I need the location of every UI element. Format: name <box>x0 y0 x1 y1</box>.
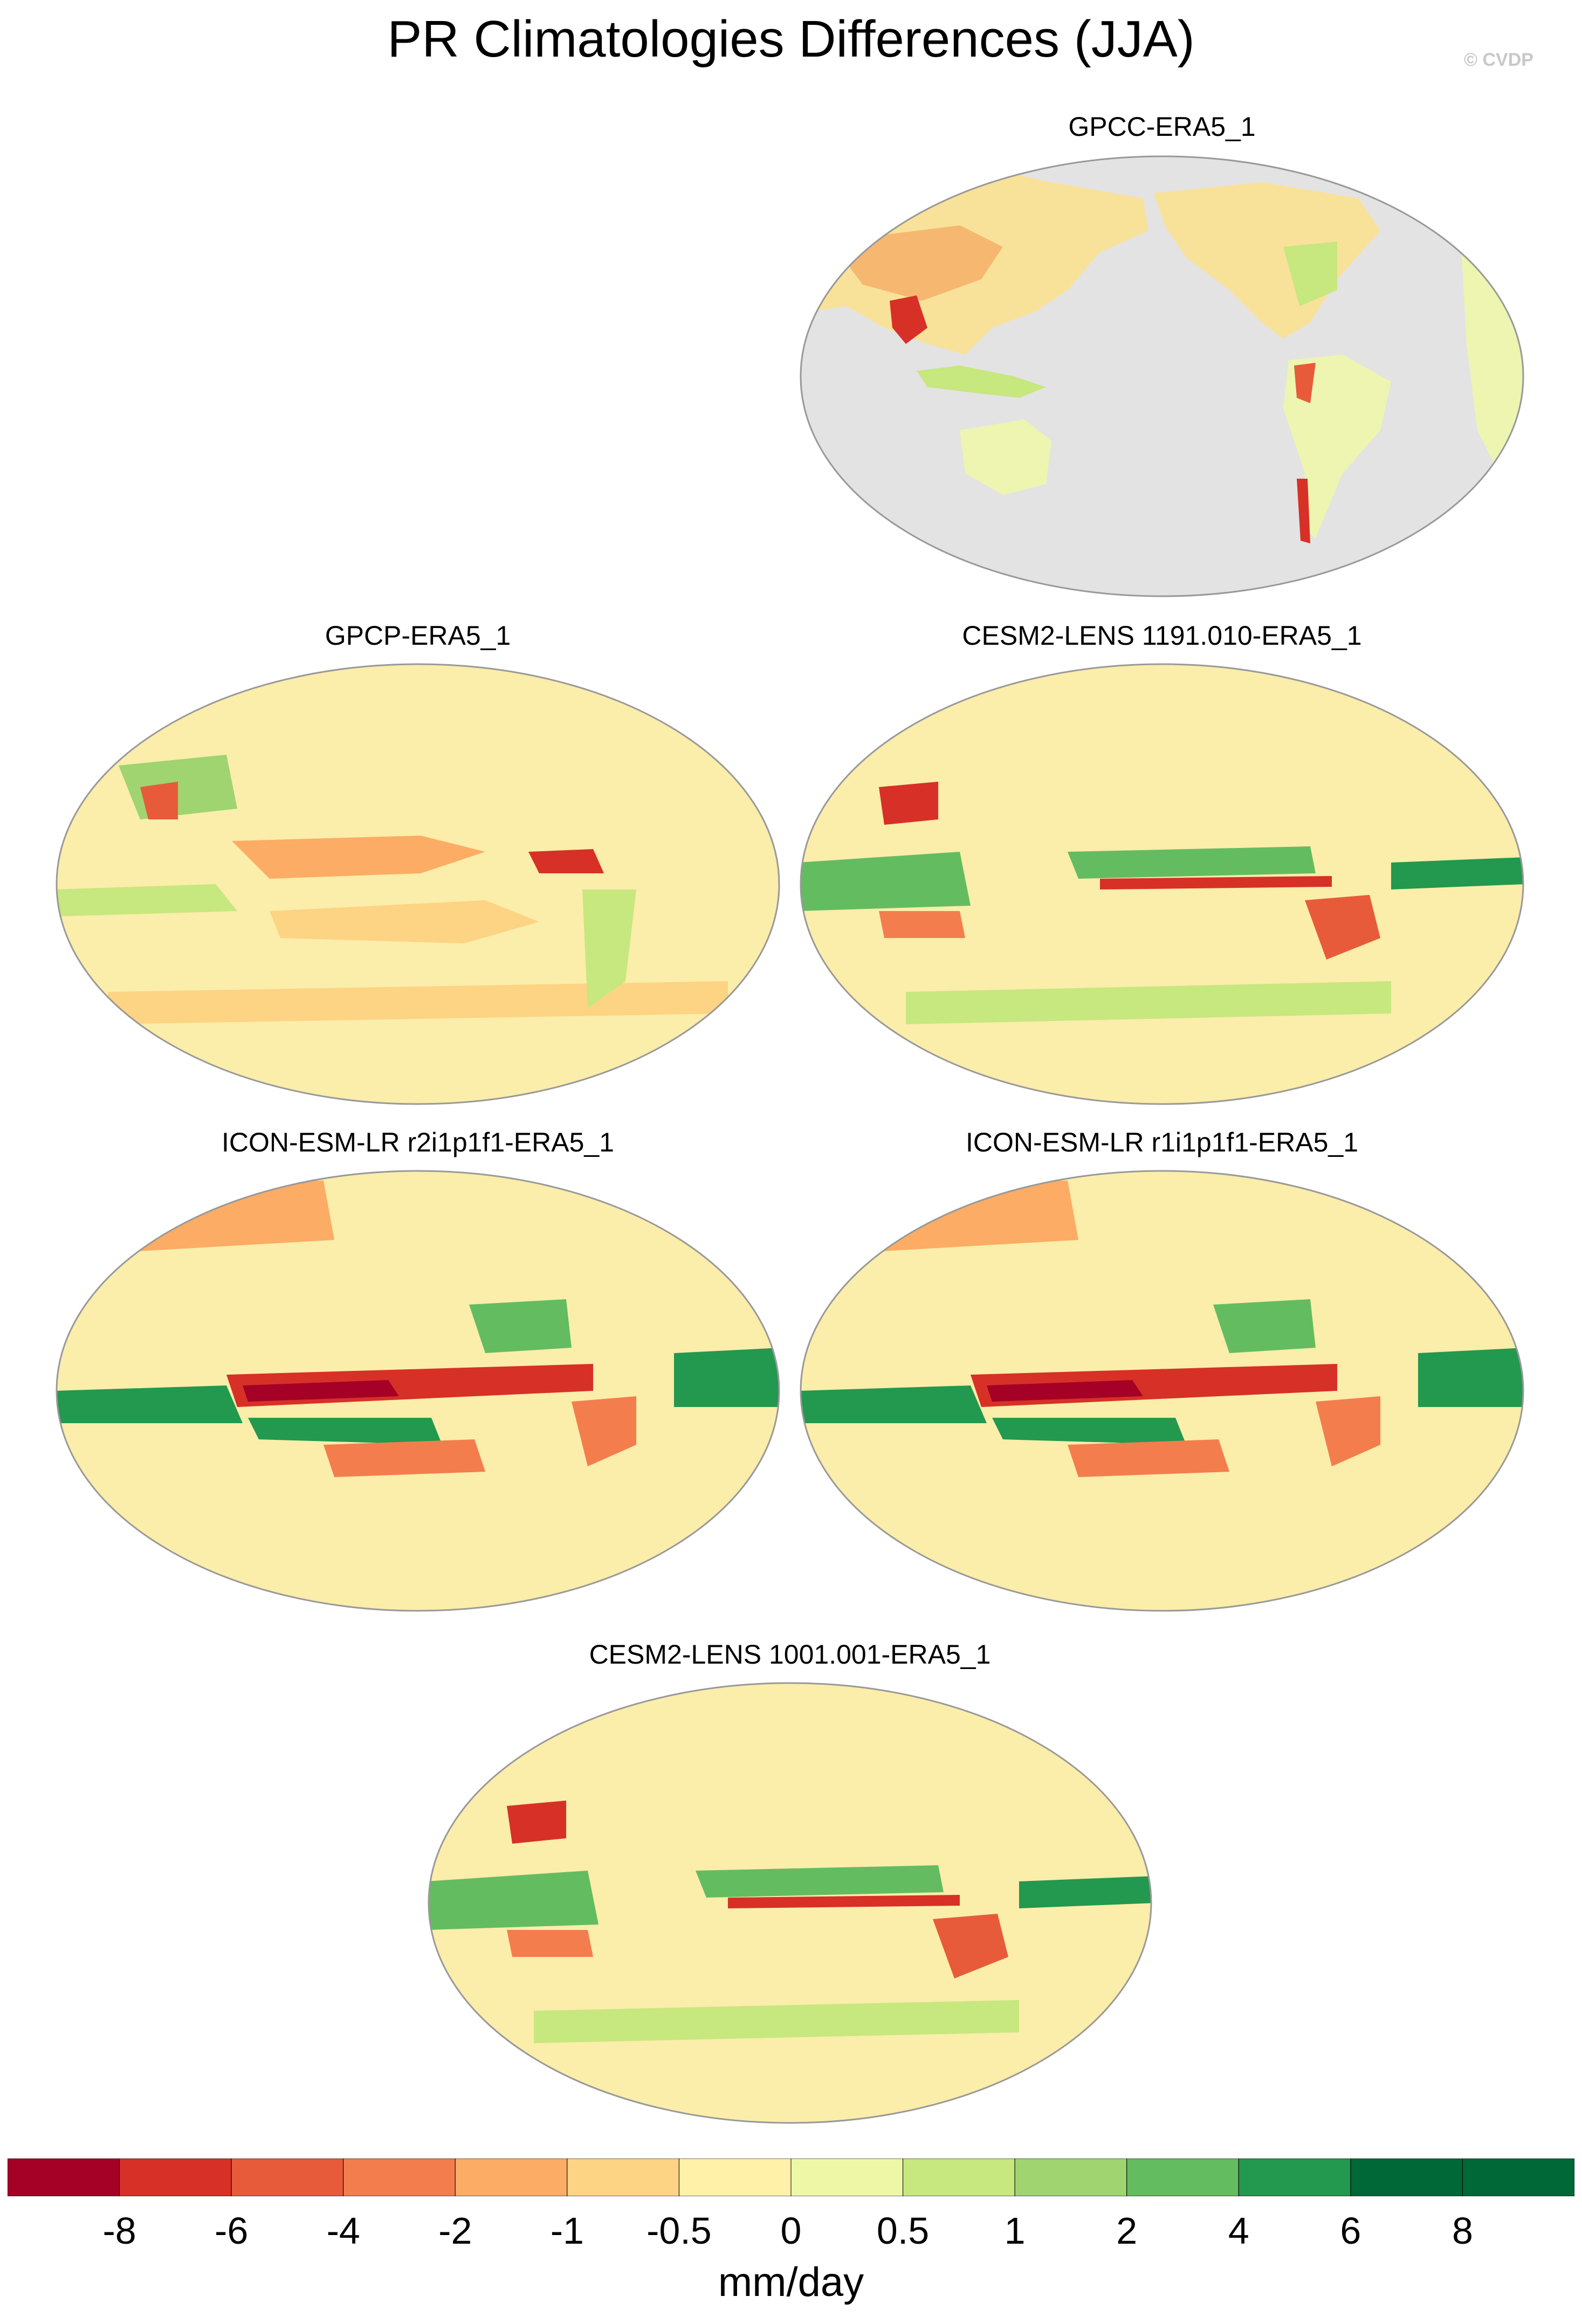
colorbar-swatch <box>1238 2159 1351 2196</box>
heavy-deficit-core <box>243 1380 399 1402</box>
colorbar-tick-label: 1 <box>1004 2210 1026 2252</box>
map-panel-gpcc: GPCC-ERA5_1 <box>798 108 1526 604</box>
deficit-india <box>507 1801 566 1844</box>
dry-sw-pacific <box>507 1930 593 1957</box>
landmass-europe-edge <box>1488 171 1523 231</box>
colorbar-swatch <box>231 2159 344 2196</box>
deficit-amazon <box>933 1914 1008 1978</box>
robinson-map <box>800 1170 1524 1612</box>
deficit-south-america <box>1316 1396 1380 1466</box>
colorbar-swatch <box>567 2159 679 2196</box>
dry-sw-pacific <box>879 911 965 938</box>
wet-itcz-pacific <box>696 1865 944 1898</box>
colorbar-tick-label: -1 <box>550 2210 584 2252</box>
colorbar <box>8 2159 1574 2196</box>
deficit-india <box>879 782 938 825</box>
figure-title: PR Climatologies Differences (JJA) <box>387 10 1195 68</box>
robinson-map <box>56 1170 780 1612</box>
colorbar-tick-label: -8 <box>102 2210 136 2252</box>
colorbar-tick-label: 8 <box>1452 2210 1473 2252</box>
wet-south-america <box>582 889 636 1008</box>
dry-band-north-pacific <box>232 836 485 879</box>
map-panel-icon-r2: ICON-ESM-LR r2i1p1f1-ERA5_1 <box>54 1127 782 1623</box>
ocean-mask <box>801 156 1523 596</box>
deficit-andes <box>1294 363 1316 403</box>
wet-atlantic <box>1418 1348 1523 1407</box>
colorbar-swatch <box>678 2159 792 2196</box>
heavy-deficit-se-asia <box>890 295 927 344</box>
colorbar-tick-label: 4 <box>1228 2210 1249 2252</box>
landmass-north-america <box>1154 182 1380 339</box>
panel-title: CESM2-LENS 1001.001-ERA5_1 <box>589 1639 991 1670</box>
deficit-chile <box>1297 479 1310 543</box>
landmass-antarctica <box>801 581 1523 596</box>
wet-spcz <box>992 1418 1186 1445</box>
wet-east-na <box>1283 242 1337 306</box>
wet-atlantic-itcz <box>1391 857 1523 889</box>
heavy-deficit-core <box>987 1380 1143 1402</box>
cvdp-watermark: © CVDP <box>1464 50 1533 70</box>
panel-title: GPCC-ERA5_1 <box>1068 112 1256 142</box>
colorbar-swatch <box>1014 2159 1127 2196</box>
panel-title: ICON-ESM-LR r2i1p1f1-ERA5_1 <box>221 1127 615 1157</box>
colorbar-swatch <box>8 2159 120 2196</box>
colorbar-swatch <box>903 2159 1015 2196</box>
robinson-map <box>56 663 780 1105</box>
wet-southern-band <box>906 981 1391 1024</box>
wet-indian-ocean <box>801 852 971 911</box>
wet-spcz <box>248 1418 442 1445</box>
landmass-australia <box>960 419 1051 495</box>
deficit-itcz <box>728 1895 960 1908</box>
panel-title: GPCP-ERA5_1 <box>325 620 511 651</box>
wet-indian-ocean <box>57 1385 243 1423</box>
colorbar-swatch <box>1350 2159 1463 2196</box>
wet-tropical-band <box>57 884 237 916</box>
wet-indian-ocean <box>801 1385 987 1423</box>
wet-southern-band <box>534 2000 1019 2043</box>
colorbar-tick-label: 2 <box>1116 2210 1138 2252</box>
wet-north-pacific <box>1213 1299 1316 1353</box>
panel-title: ICON-ESM-LR r1i1p1f1-ERA5_1 <box>965 1127 1359 1157</box>
colorbar-swatch <box>119 2159 232 2196</box>
wet-indian-ocean <box>429 1871 599 1930</box>
deficit-amazon <box>1305 895 1380 960</box>
deficit-itcz <box>1100 876 1332 889</box>
wet-atlantic <box>674 1348 779 1407</box>
robinson-map <box>800 663 1524 1105</box>
colorbar-swatch <box>1462 2159 1574 2196</box>
colorbar-tick-label: 6 <box>1340 2210 1361 2252</box>
panel-title: CESM2-LENS 1191.010-ERA5_1 <box>962 620 1362 651</box>
colorbar-swatch <box>455 2159 568 2196</box>
colorbar-tick-label: 0.5 <box>876 2210 930 2252</box>
wet-itcz-pacific <box>1068 846 1316 879</box>
colorbar-swatch <box>343 2159 456 2196</box>
map-panel-icon-r1: ICON-ESM-LR r1i1p1f1-ERA5_1 <box>798 1127 1526 1623</box>
deficit-india <box>140 782 178 819</box>
robinson-map <box>428 1682 1152 2124</box>
dry-south-pacific <box>1068 1439 1229 1477</box>
map-panel-gpcp: GPCP-ERA5_1 <box>54 620 782 1116</box>
colorbar-tick-label: -0.5 <box>646 2210 712 2252</box>
map-panel-cesm2-1191: CESM2-LENS 1191.010-ERA5_1 <box>798 620 1526 1116</box>
colorbar-swatch <box>790 2159 904 2196</box>
southern-storm-track <box>108 981 728 1024</box>
wet-atlantic-itcz <box>1019 1876 1151 1908</box>
dry-south-pacific <box>324 1439 485 1477</box>
dry-band-south-pacific <box>270 900 539 943</box>
colorbar-swatch <box>1126 2159 1239 2196</box>
colorbar-units: mm/day <box>718 2259 864 2305</box>
wet-north-pacific <box>469 1299 572 1353</box>
colorbar-tick-label: -6 <box>215 2210 249 2252</box>
background-field <box>57 664 779 1104</box>
colorbar-tick-label: 0 <box>780 2210 802 2252</box>
landmass-indonesia <box>917 366 1046 398</box>
colorbar-tick-label: -2 <box>438 2210 472 2252</box>
deficit-central-america <box>528 849 604 873</box>
deficit-south-america <box>572 1396 636 1466</box>
map-panel-cesm2-1001: CESM2-LENS 1001.001-ERA5_1 <box>426 1639 1154 2135</box>
colorbar-tick-label: -4 <box>326 2210 360 2252</box>
robinson-map <box>800 155 1524 597</box>
